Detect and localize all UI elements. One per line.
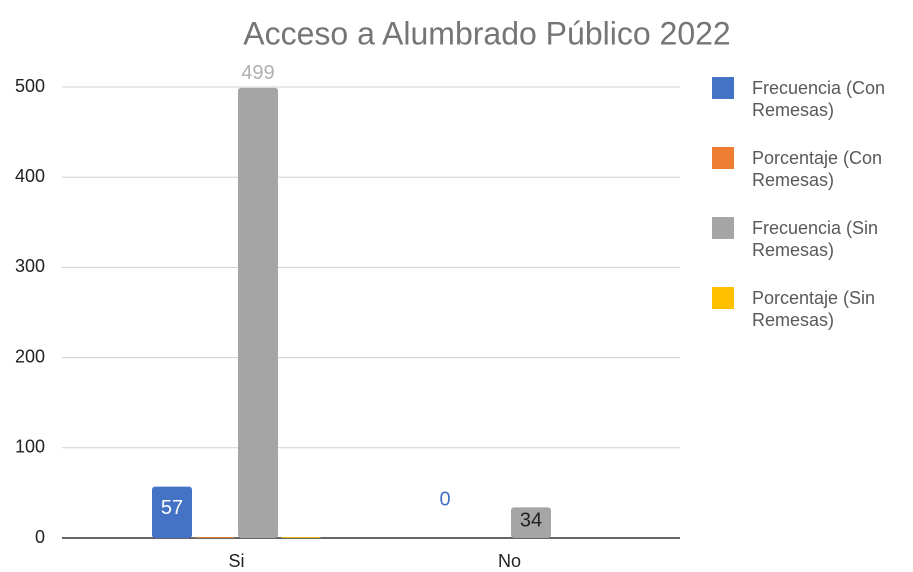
data-label: 34 xyxy=(520,510,542,532)
y-tick-label: 300 xyxy=(15,256,45,276)
legend-swatch xyxy=(712,217,734,239)
legend-swatch xyxy=(712,147,734,169)
x-tick-label: Si xyxy=(228,551,244,571)
data-label: 0 xyxy=(439,488,450,510)
bar xyxy=(238,87,278,538)
bar xyxy=(195,537,235,538)
bar xyxy=(152,486,192,538)
y-tick-label: 0 xyxy=(35,527,45,547)
bar xyxy=(511,507,551,538)
legend-swatch xyxy=(712,77,734,99)
legend-label: Porcentaje (Con Remesas) xyxy=(752,148,883,190)
legend-label: Frecuencia (Con Remesas) xyxy=(752,78,886,120)
chart-title: Acceso a Alumbrado Público 2022 xyxy=(243,15,730,51)
x-tick-label: No xyxy=(498,551,521,571)
y-tick-label: 100 xyxy=(15,437,45,457)
data-label: 57 xyxy=(161,497,183,519)
data-label: 499 xyxy=(241,62,274,84)
legend-label: Porcentaje (Sin Remesas) xyxy=(752,288,876,330)
y-tick-label: 200 xyxy=(15,346,45,366)
y-tick-label: 500 xyxy=(15,76,45,96)
legend-label: Frecuencia (Sin Remesas) xyxy=(752,218,879,260)
bar xyxy=(281,537,321,538)
y-tick-label: 400 xyxy=(15,166,45,186)
legend-swatch xyxy=(712,287,734,309)
